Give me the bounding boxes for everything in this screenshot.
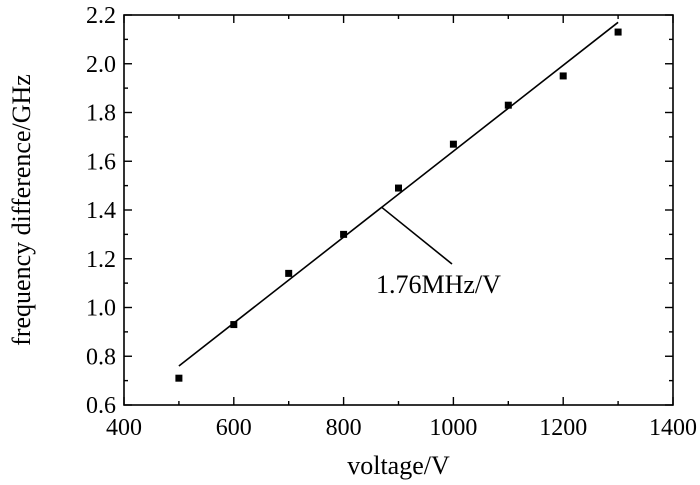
y-tick-label: 1.2 [86, 247, 116, 273]
y-axis-ticks: 0.6 0.8 1.0 1.2 1.4 1.6 1.8 2.0 2.2 [86, 3, 673, 419]
annotation-label: 1.76MHz/V [376, 270, 501, 299]
y-axis-title: frequency difference/GHz [7, 74, 36, 346]
y-tick-label: 1.4 [86, 198, 116, 224]
data-points [175, 28, 622, 382]
x-axis-title: voltage/V [347, 451, 450, 480]
x-tick-label: 800 [326, 415, 362, 441]
data-point [614, 28, 622, 36]
y-tick-label: 2.2 [86, 3, 116, 29]
data-point [504, 101, 512, 109]
data-point [395, 184, 402, 192]
x-tick-label: 400 [106, 415, 142, 441]
y-tick-label: 2.0 [86, 52, 116, 78]
y-tick-label: 1.6 [86, 149, 116, 175]
x-tick-label: 1200 [539, 415, 587, 441]
x-tick-label: 1400 [649, 415, 697, 441]
annotation-group: 1.76MHz/V [376, 206, 501, 299]
y-tick-label: 0.6 [86, 393, 116, 419]
x-axis-ticks: 400 600 800 1000 1200 1400 [106, 15, 697, 441]
y-tick-label: 1.8 [86, 101, 116, 127]
data-point [285, 269, 293, 277]
y-tick-label: 0.8 [86, 344, 116, 370]
data-point [175, 374, 183, 382]
plot-frame [123, 14, 674, 406]
annotation-leader-line [381, 206, 453, 265]
x-tick-label: 1000 [429, 415, 477, 441]
data-point [559, 72, 567, 80]
axes-frame [123, 14, 674, 406]
fit-line [178, 21, 619, 367]
y-tick-label: 1.0 [86, 296, 116, 322]
data-point [449, 140, 457, 148]
fit-line-group [178, 21, 619, 367]
x-tick-label: 600 [216, 415, 252, 441]
data-point [230, 321, 238, 329]
data-point [340, 230, 348, 238]
